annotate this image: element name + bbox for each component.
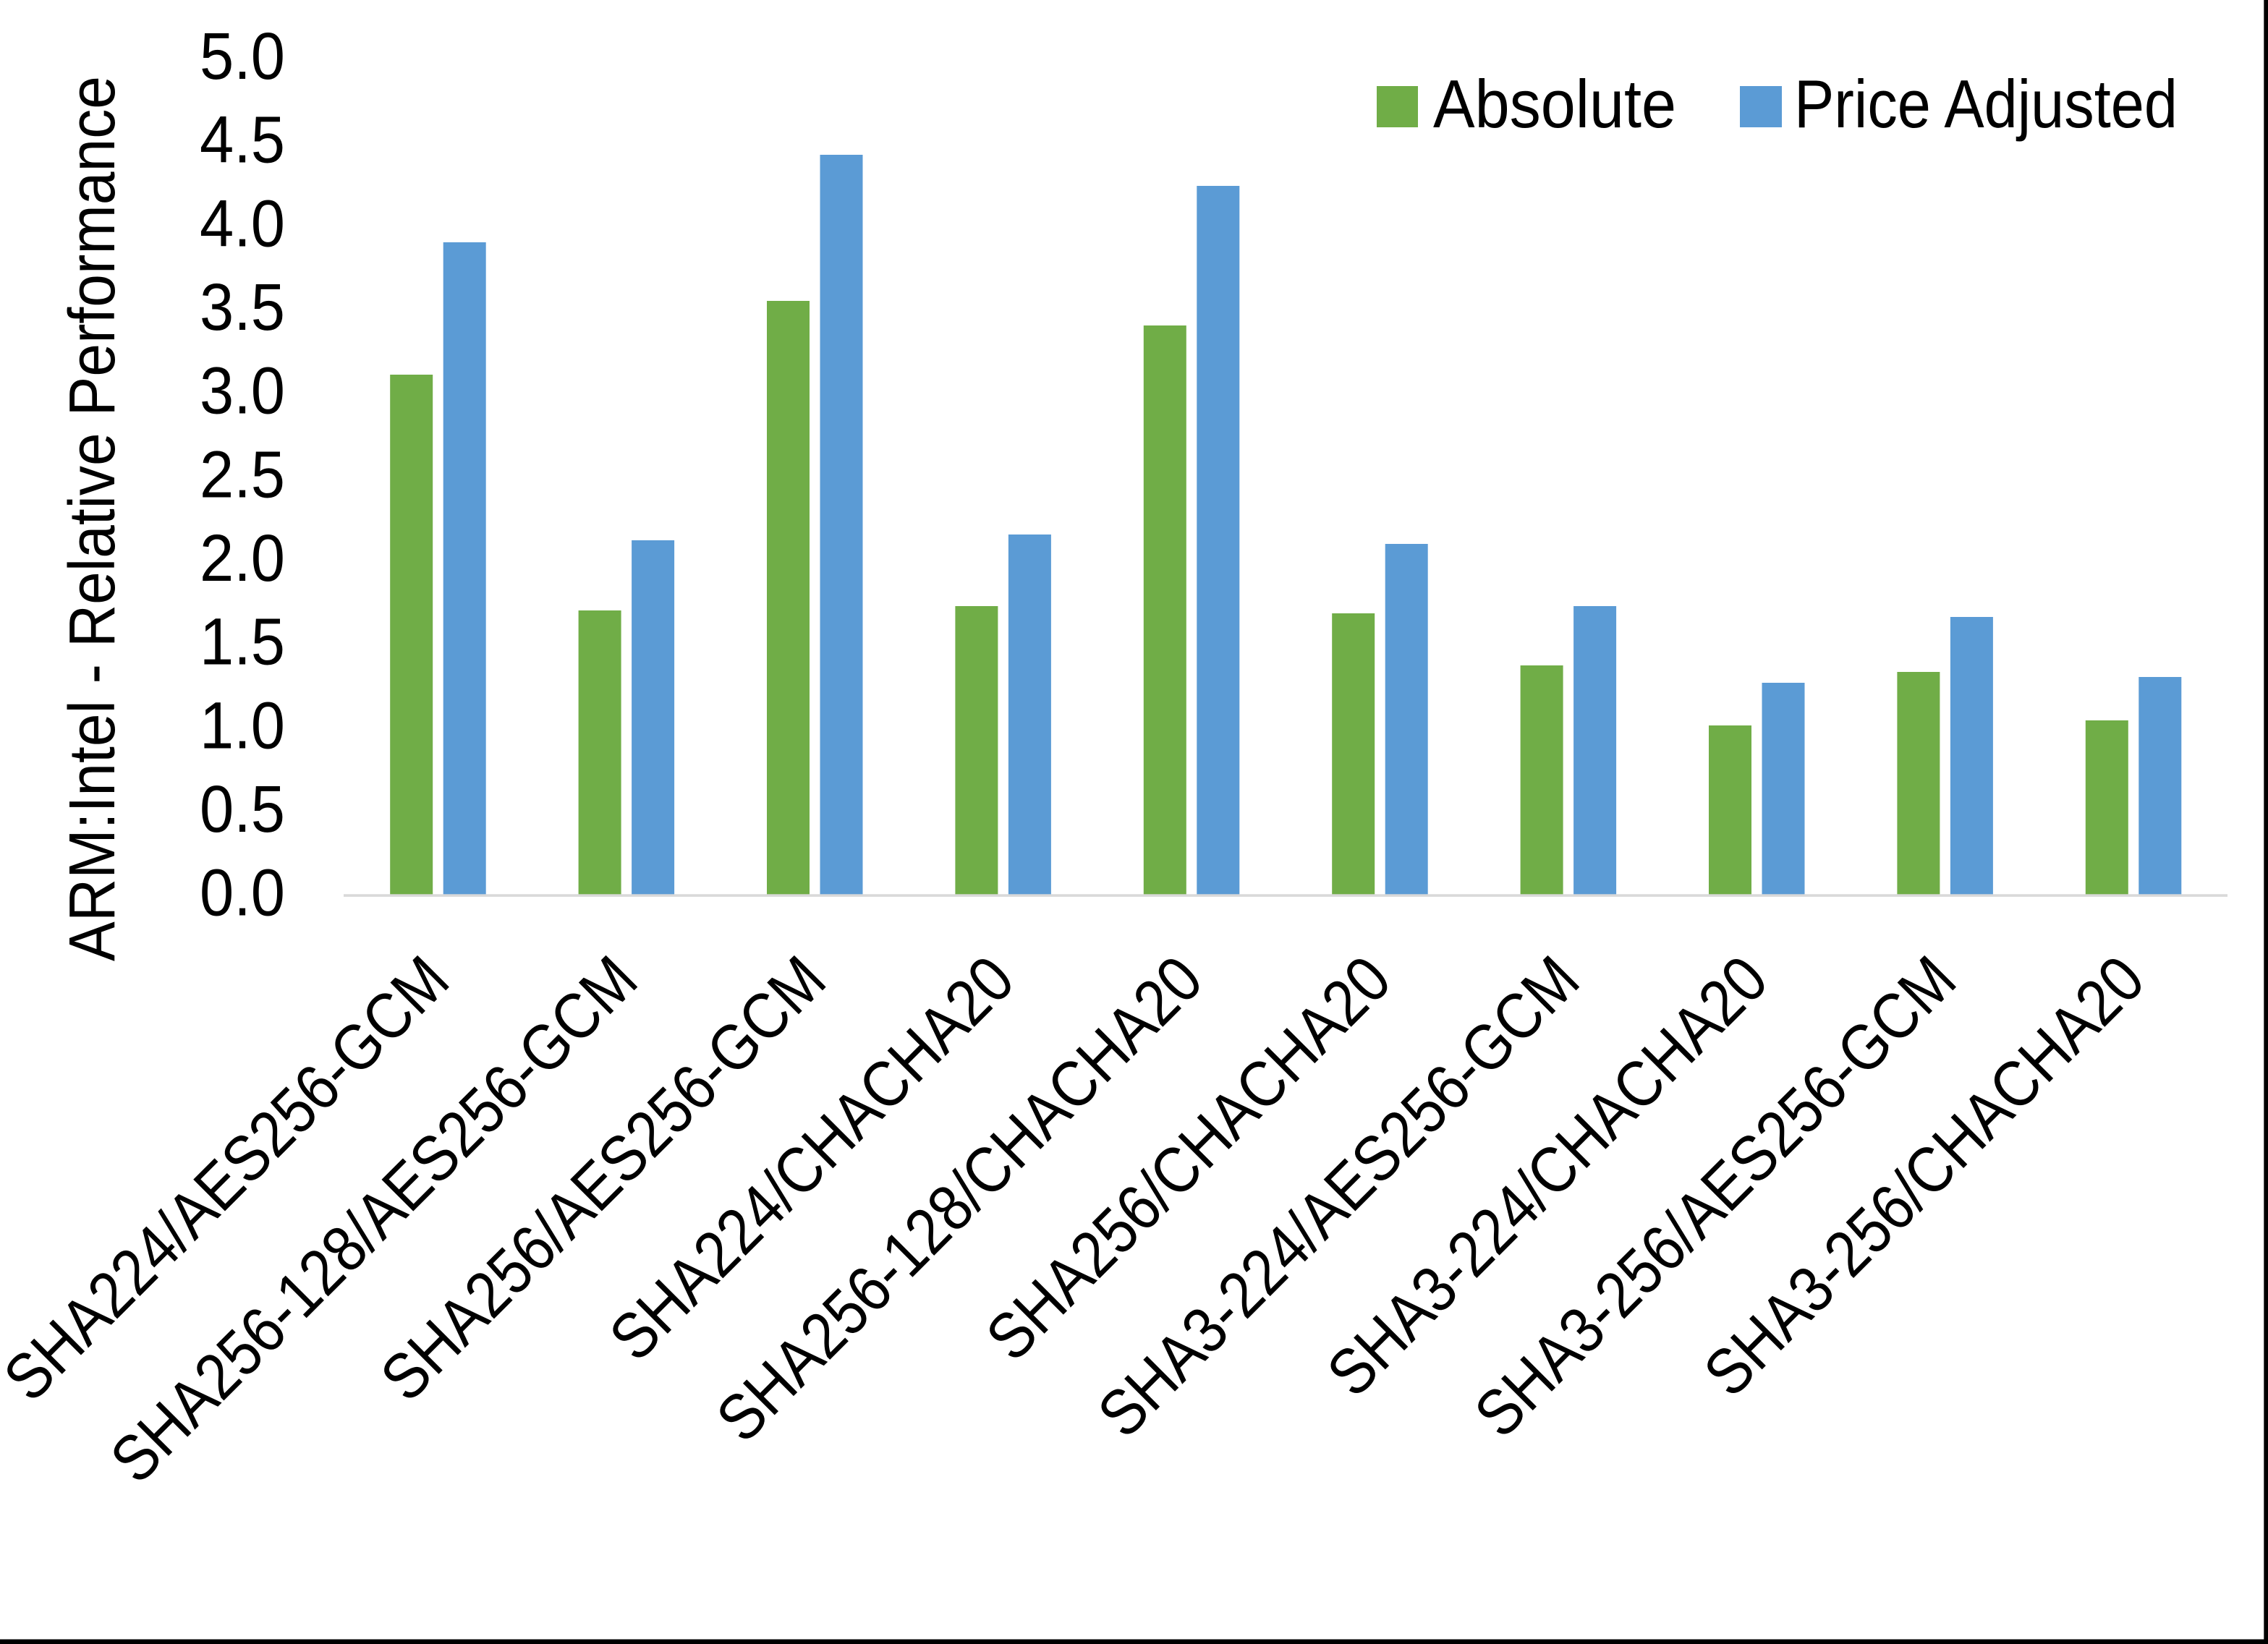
svg-text:0.5: 0.5	[200, 772, 285, 846]
svg-text:1.0: 1.0	[200, 689, 285, 762]
svg-text:Price Adjusted: Price Adjusted	[1794, 66, 2178, 142]
svg-text:2.5: 2.5	[200, 438, 285, 511]
svg-text:1.5: 1.5	[200, 605, 285, 679]
svg-text:4.0: 4.0	[200, 187, 285, 260]
svg-text:Absolute: Absolute	[1433, 66, 1676, 142]
svg-text:3.0: 3.0	[200, 354, 285, 428]
svg-text:2.0: 2.0	[200, 521, 285, 595]
svg-text:0.0: 0.0	[200, 856, 285, 930]
svg-text:4.5: 4.5	[200, 103, 285, 177]
svg-text:ARM:Intel - Relative Performan: ARM:Intel - Relative Performance	[56, 76, 129, 961]
svg-text:5.0: 5.0	[200, 20, 285, 93]
svg-text:3.5: 3.5	[200, 271, 285, 344]
